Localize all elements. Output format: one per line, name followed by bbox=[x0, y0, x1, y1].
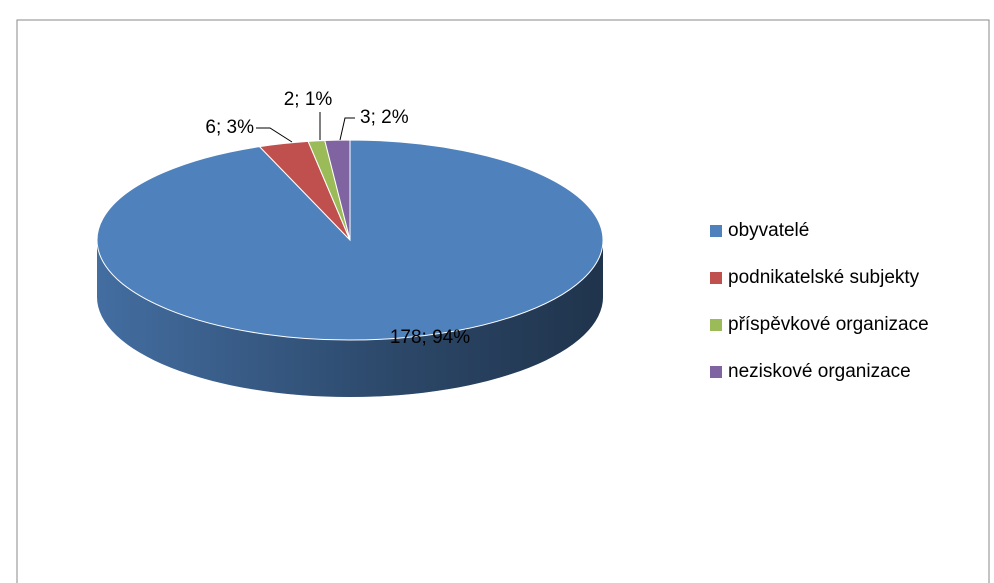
data-label: 178; 94% bbox=[390, 327, 470, 348]
legend-swatch bbox=[710, 272, 722, 284]
leader-line bbox=[256, 127, 293, 143]
legend-swatch bbox=[710, 319, 722, 331]
data-label: 3; 2% bbox=[360, 107, 409, 128]
legend-label: obyvatelé bbox=[728, 220, 809, 241]
data-label: 2; 1% bbox=[284, 89, 333, 110]
pie-side-shade bbox=[97, 240, 603, 397]
legend-label: podnikatelské subjekty bbox=[728, 267, 920, 288]
legend-swatch bbox=[710, 366, 722, 378]
legend-label: neziskové organizace bbox=[728, 361, 911, 382]
pie-slice bbox=[324, 139, 351, 241]
data-label: 6; 3% bbox=[205, 117, 254, 138]
legend-swatch bbox=[710, 225, 722, 237]
legend-label: příspěvkové organizace bbox=[728, 314, 929, 335]
leader-line bbox=[339, 117, 355, 141]
